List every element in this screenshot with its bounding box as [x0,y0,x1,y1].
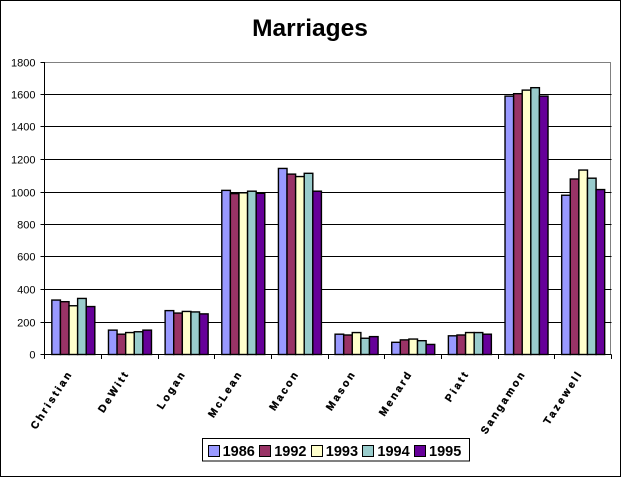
svg-text:1400: 1400 [11,122,35,134]
svg-text:1986: 1986 [223,444,255,460]
svg-text:200: 200 [17,318,35,330]
svg-text:1993: 1993 [326,444,358,460]
svg-text:1800: 1800 [11,58,35,70]
svg-text:600: 600 [17,252,35,264]
svg-text:800: 800 [17,220,35,232]
svg-text:1995: 1995 [429,444,461,460]
svg-text:1600: 1600 [11,90,35,102]
svg-text:400: 400 [17,285,35,297]
svg-text:Marriages: Marriages [252,15,368,42]
svg-text:1992: 1992 [274,444,306,460]
svg-text:1994: 1994 [377,444,409,460]
svg-text:0: 0 [29,350,35,362]
svg-text:1000: 1000 [11,188,35,200]
svg-text:1200: 1200 [11,155,35,167]
